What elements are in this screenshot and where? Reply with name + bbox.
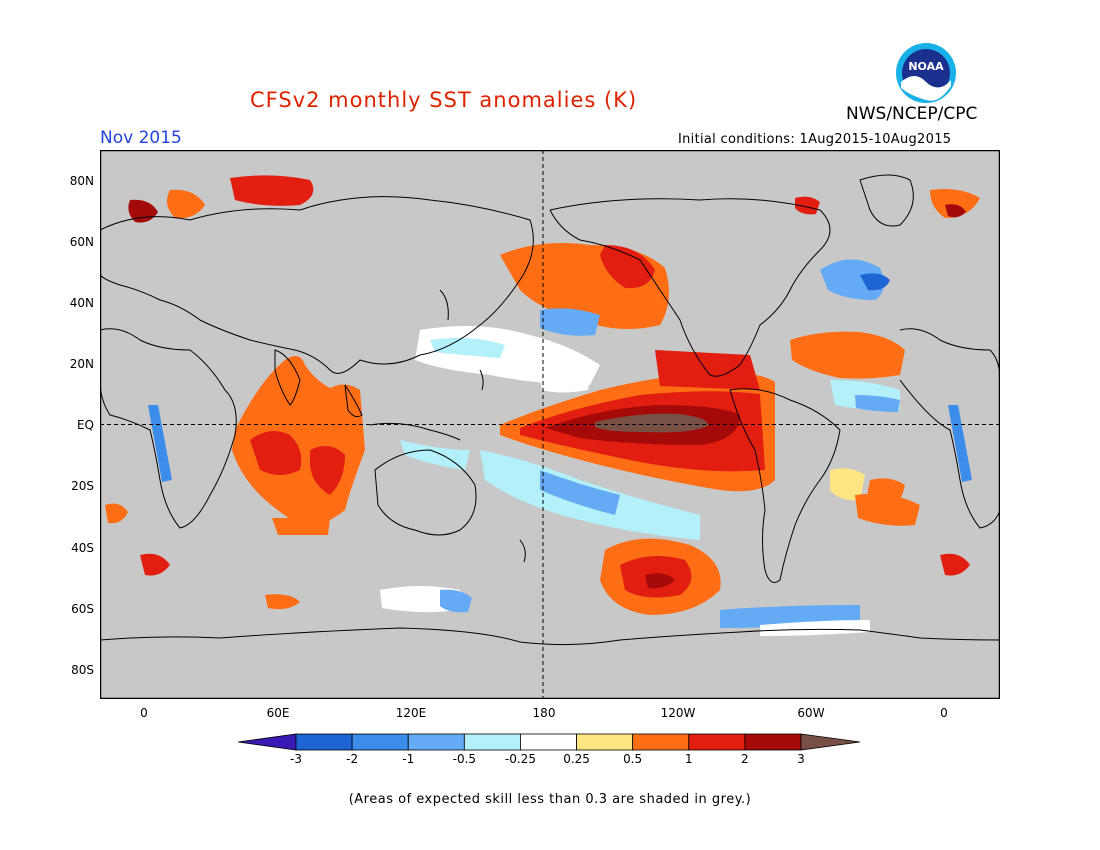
colorbar-box	[576, 733, 634, 751]
valid-month: Nov 2015	[100, 128, 182, 148]
colorbar-tick-label: 1	[684, 752, 693, 766]
sst-anomaly-map	[100, 150, 1000, 699]
colorbar-box	[463, 733, 521, 751]
colorbar-low-triangle	[238, 733, 297, 751]
lat-label-60s: 60S	[71, 602, 94, 616]
noaa-logo: NOAA	[895, 42, 957, 104]
lon-label-120e: 120E	[395, 706, 427, 720]
lat-label-20s: 20S	[71, 479, 94, 493]
colorbar	[238, 733, 861, 751]
colorbar-tick-label: 0.25	[563, 752, 590, 766]
lon-label-0-right: 0	[940, 706, 948, 720]
arctic-warm-1	[230, 175, 314, 206]
lon-label-0: 0	[140, 706, 148, 720]
lon-label-60e: 60E	[266, 706, 290, 720]
nino-extreme-core	[595, 413, 709, 433]
colorbar-tick-label: 3	[797, 752, 805, 766]
lon-label-180: 180	[532, 706, 556, 720]
colorbar-tick-label: -0.25	[504, 752, 536, 766]
colorbar-tick-label: -2	[346, 752, 359, 766]
chart-title: CFSv2 monthly SST anomalies (K)	[250, 88, 638, 112]
colorbar-high-triangle	[800, 733, 861, 751]
initial-conditions: Initial conditions: 1Aug2015-10Aug2015	[678, 132, 952, 147]
colorbar-box	[744, 733, 802, 751]
north-atlantic-warm	[790, 331, 905, 379]
eurasia-outline	[100, 196, 534, 374]
lat-label-60n: 60N	[69, 235, 94, 249]
australia-outline	[374, 449, 477, 536]
colorbar-tick-label: -1	[402, 752, 415, 766]
lon-label-120w: 120W	[660, 706, 696, 720]
colorbar-tick-label: -0.5	[452, 752, 477, 766]
africa-outline	[100, 328, 237, 529]
skill-footnote: (Areas of expected skill less than 0.3 a…	[348, 792, 752, 807]
lat-label-80n: 80N	[69, 174, 94, 188]
south-america-outline	[729, 388, 841, 583]
logo-text: NOAA	[908, 60, 944, 73]
colorbar-box	[632, 733, 690, 751]
colorbar-tick-label: 2	[741, 752, 749, 766]
north-america-outline	[549, 198, 831, 377]
lat-label-20n: 20N	[69, 357, 94, 371]
colorbar-box	[351, 733, 409, 751]
agency-label: NWS/NCEP/CPC	[846, 104, 978, 124]
colorbar-tick-label: 0.5	[623, 752, 643, 766]
lon-label-60w: 60W	[797, 706, 825, 720]
colorbar-box	[295, 733, 353, 751]
colorbar-tick-label: -3	[290, 752, 302, 766]
antarctica-outline	[100, 627, 1000, 646]
colorbar-box	[520, 733, 577, 751]
lat-label-80s: 80S	[71, 663, 94, 677]
lat-label-40n: 40N	[69, 296, 94, 310]
colorbar-box	[688, 733, 746, 751]
colorbar-box	[407, 733, 465, 751]
lat-label-40s: 40S	[71, 541, 94, 555]
lat-label-eq: EQ	[76, 418, 94, 432]
